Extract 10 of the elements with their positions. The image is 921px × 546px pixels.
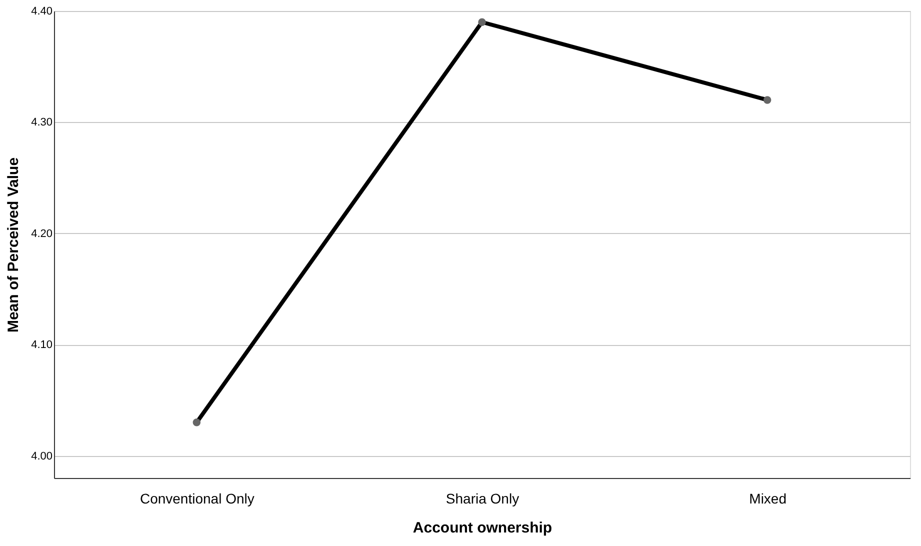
y-tick-label: 4.10 [31, 339, 52, 352]
y-tick-label: 4.00 [31, 450, 52, 462]
y-tick-label: 4.20 [31, 228, 52, 240]
x-tick-label: Mixed [749, 490, 787, 506]
y-tick-label: 4.40 [31, 6, 52, 18]
x-tick-label: Sharia Only [446, 490, 520, 506]
x-axis-title: Account ownership [412, 520, 552, 536]
x-tick-label: Conventional Only [140, 490, 254, 506]
y-axis-title: Mean of Perceived Value [5, 157, 22, 333]
y-tick-label: 4.30 [31, 116, 52, 129]
